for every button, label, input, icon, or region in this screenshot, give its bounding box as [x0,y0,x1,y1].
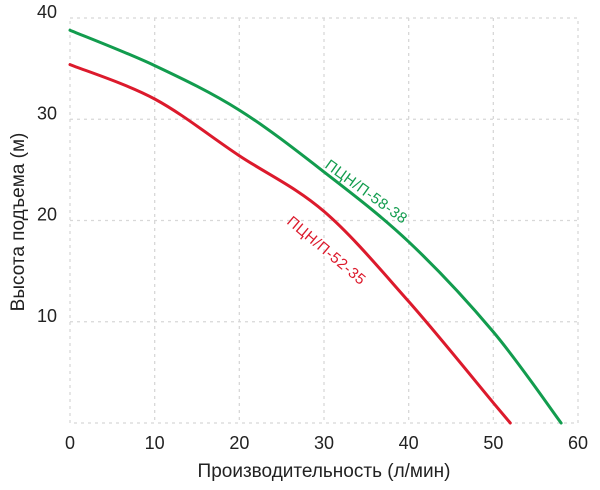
x-axis-tick-labels: 0 10 20 30 40 50 60 [65,433,588,453]
y-axis-title: Высота подъема (м) [8,133,29,312]
curve-red [68,63,512,425]
x-tick-label: 50 [483,433,503,453]
y-tick-label: 20 [37,205,57,225]
curve-green [68,28,563,425]
x-tick-label: 60 [568,433,588,453]
plot-border [69,17,579,424]
curve-label: ПЦН/П-58-38 [322,156,411,227]
grid [70,18,578,423]
x-axis-title: Производительность (л/мин) [198,461,451,482]
y-tick-label: 30 [37,103,57,123]
x-tick-label: 0 [65,433,75,453]
x-tick-label: 30 [314,433,334,453]
curve-label: ПЦН/П-52-35 [283,213,369,289]
y-axis-tick-labels: 10 20 30 40 [37,2,57,326]
curves [68,28,563,425]
x-tick-label: 10 [145,433,165,453]
x-tick-label: 20 [229,433,249,453]
y-tick-label: 10 [37,306,57,326]
x-tick-label: 40 [399,433,419,453]
y-tick-label: 40 [37,2,57,22]
